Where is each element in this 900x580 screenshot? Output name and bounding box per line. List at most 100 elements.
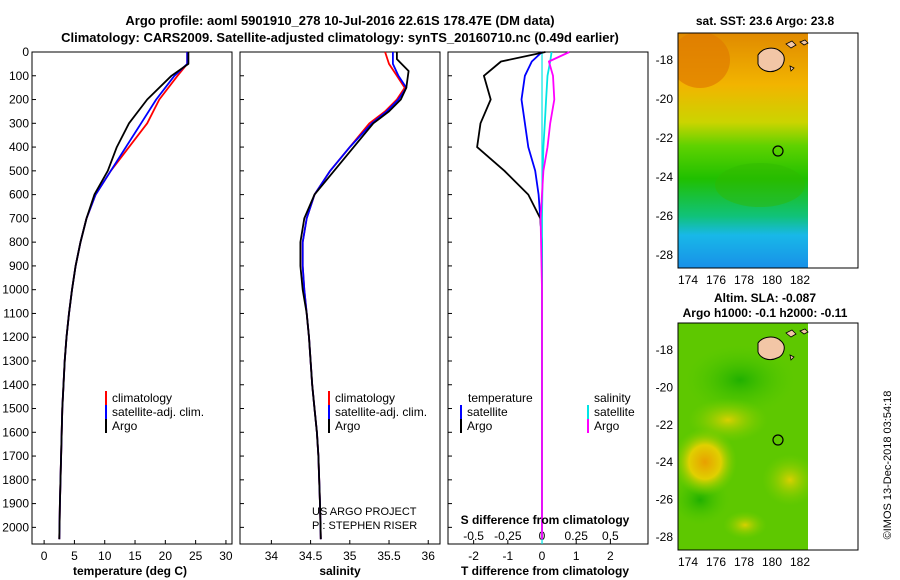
legend-t-satellite-label: satellite bbox=[467, 405, 508, 419]
sla-lon-tick-label: 174 bbox=[678, 555, 698, 569]
sla-lat-tick-label: -28 bbox=[656, 530, 674, 544]
depth-tick-label: 500 bbox=[9, 164, 29, 178]
sst-lon-tick-label: 182 bbox=[790, 273, 810, 287]
sst-lat-tick-label: -22 bbox=[656, 131, 674, 145]
depth-tick-label: 1900 bbox=[2, 497, 29, 511]
salinity-chart: 34 34.5 35 35.5 36 bbox=[240, 51, 436, 563]
depth-tick-label: 600 bbox=[9, 188, 29, 202]
legend-s-satellite-label: satellite bbox=[594, 405, 635, 419]
map-axes: 174 176 178 180 182 -18 -20 -22 -24 -26 -28 174 176 1… bbox=[656, 53, 811, 569]
legend-satellite-label: satellite-adj. clim. bbox=[335, 405, 427, 419]
salinity-panel bbox=[239, 51, 441, 545]
sla-lat-tick-label: -18 bbox=[656, 343, 674, 357]
difference-legend: temperature satellite Argo salinity sate… bbox=[460, 391, 635, 433]
sla-map bbox=[677, 322, 859, 551]
temperature-x-tick-label: 20 bbox=[159, 549, 173, 563]
temperature-x-tick-label: 10 bbox=[98, 549, 112, 563]
temperature-satellite-adj-clim--series-line bbox=[58, 52, 189, 540]
difference-x-tick-label: -2 bbox=[468, 549, 479, 563]
sla-lat-tick-label: -20 bbox=[656, 380, 674, 394]
depth-tick-label: 200 bbox=[9, 93, 29, 107]
header-line-1: Argo profile: aoml 5901910_278 10-Jul-20… bbox=[125, 13, 554, 28]
legend-t-argo-label: Argo bbox=[467, 419, 493, 433]
difference-x-tick-label: 1 bbox=[573, 549, 580, 563]
sla-lat-tick-label: -22 bbox=[656, 418, 674, 432]
legend-satellite-label: satellite-adj. clim. bbox=[112, 405, 204, 419]
temperature-x-tick-label: 30 bbox=[219, 549, 233, 563]
sst-lat-tick-label: -26 bbox=[656, 209, 674, 223]
sla-no-data-area bbox=[808, 323, 858, 550]
legend-temperature-heading: temperature bbox=[468, 391, 533, 405]
sla-coast-detail bbox=[785, 328, 809, 361]
sst-no-data-area bbox=[808, 33, 858, 268]
sst-coast-detail bbox=[785, 39, 809, 72]
temperature-argo-series-line bbox=[58, 52, 190, 540]
salinity-x-tick-label: 36 bbox=[422, 549, 436, 563]
depth-tick-label: 300 bbox=[9, 116, 29, 130]
sst-lon-tick-label: 178 bbox=[734, 273, 754, 287]
legend-argo-label: Argo bbox=[112, 419, 138, 433]
salinity-x-tick-label: 34.5 bbox=[299, 549, 323, 563]
temperature-x-tick-label: 0 bbox=[41, 549, 48, 563]
legend-salinity-heading: salinity bbox=[594, 391, 631, 405]
sla-map-title-1: Altim. SLA: -0.087 bbox=[714, 291, 816, 305]
temperature-panel bbox=[31, 51, 233, 545]
depth-tick-label: 1400 bbox=[2, 378, 29, 392]
depth-tick-label: 1700 bbox=[2, 449, 29, 463]
sst-warm-patch bbox=[678, 33, 730, 88]
sla-map-title-2: Argo h1000: -0.1 h2000: -0.11 bbox=[683, 306, 848, 320]
salinity-x-tick-label: 35 bbox=[343, 549, 357, 563]
sst-map-frame bbox=[677, 32, 859, 269]
sla-yellow-patch bbox=[723, 511, 767, 539]
legend-climatology-label: climatology bbox=[112, 391, 172, 405]
depth-tick-label: 1500 bbox=[2, 402, 29, 416]
depth-tick-label: 1200 bbox=[2, 330, 29, 344]
s-difference-tick-label: 0.5 bbox=[602, 529, 619, 543]
s-difference-axis-label: S difference from climatology bbox=[461, 513, 630, 527]
sst-map-title: sat. SST: 23.6 Argo: 23.8 bbox=[696, 14, 835, 28]
salinity-legend: climatology satellite-adj. clim. Argo bbox=[328, 391, 427, 433]
header-line-2: Climatology: CARS2009. Satellite-adjuste… bbox=[61, 30, 619, 45]
difference-x-tick-label: 0 bbox=[539, 549, 546, 563]
temperature-climatology-series-line bbox=[58, 52, 189, 540]
depth-tick-label: 0 bbox=[22, 45, 29, 59]
sst-green-patch bbox=[715, 163, 805, 207]
sla-dark-patch bbox=[685, 345, 795, 415]
sst-lat-tick-label: -28 bbox=[656, 248, 674, 262]
sla-lon-tick-label: 180 bbox=[762, 555, 782, 569]
temperature-chart: 0 5 10 15 20 25 300100200300400500600700800900… bbox=[2, 45, 233, 563]
sst-lat-tick-label: -18 bbox=[656, 53, 674, 67]
sst-lon-tick-label: 174 bbox=[678, 273, 698, 287]
temperature-x-tick-label: 25 bbox=[189, 549, 203, 563]
depth-tick-label: 1600 bbox=[2, 425, 29, 439]
salinity-argo-series-line bbox=[539, 51, 570, 540]
imos-timestamp: ©IMOS 13-Dec-2018 03:54:18 bbox=[882, 391, 894, 540]
depth-tick-label: 1000 bbox=[2, 283, 29, 297]
depth-tick-label: 1100 bbox=[3, 306, 29, 320]
salinity-axis-label: salinity bbox=[319, 564, 361, 578]
salinity-x-tick-label: 35.5 bbox=[377, 549, 401, 563]
sla-argo-position-marker bbox=[772, 434, 784, 446]
sst-lat-tick-label: -20 bbox=[656, 92, 674, 106]
temperature-argo-series-line bbox=[476, 51, 546, 540]
sla-lon-tick-label: 182 bbox=[790, 555, 810, 569]
depth-tick-label: 1800 bbox=[2, 473, 29, 487]
temperature-satellite-series-line bbox=[520, 51, 543, 540]
project-credit: US ARGO PROJECT bbox=[312, 506, 417, 518]
sla-lon-tick-label: 176 bbox=[706, 555, 726, 569]
s-difference-tick-label: 0.25 bbox=[565, 529, 589, 543]
pi-credit: PI: STEPHEN RISER bbox=[312, 520, 417, 532]
sst-map bbox=[677, 32, 859, 269]
sla-lon-tick-label: 178 bbox=[734, 555, 754, 569]
temperature-x-tick-label: 15 bbox=[128, 549, 142, 563]
salinity-x-tick-label: 34 bbox=[265, 549, 279, 563]
s-difference-tick-label: -0.25 bbox=[494, 529, 522, 543]
difference-x-tick-label: -1 bbox=[502, 549, 513, 563]
difference-x-tick-label: 2 bbox=[607, 549, 614, 563]
depth-tick-label: 100 bbox=[9, 69, 29, 83]
sst-lat-tick-label: -24 bbox=[656, 170, 674, 184]
depth-tick-label: 2000 bbox=[2, 520, 29, 534]
depth-tick-label: 700 bbox=[9, 211, 29, 225]
